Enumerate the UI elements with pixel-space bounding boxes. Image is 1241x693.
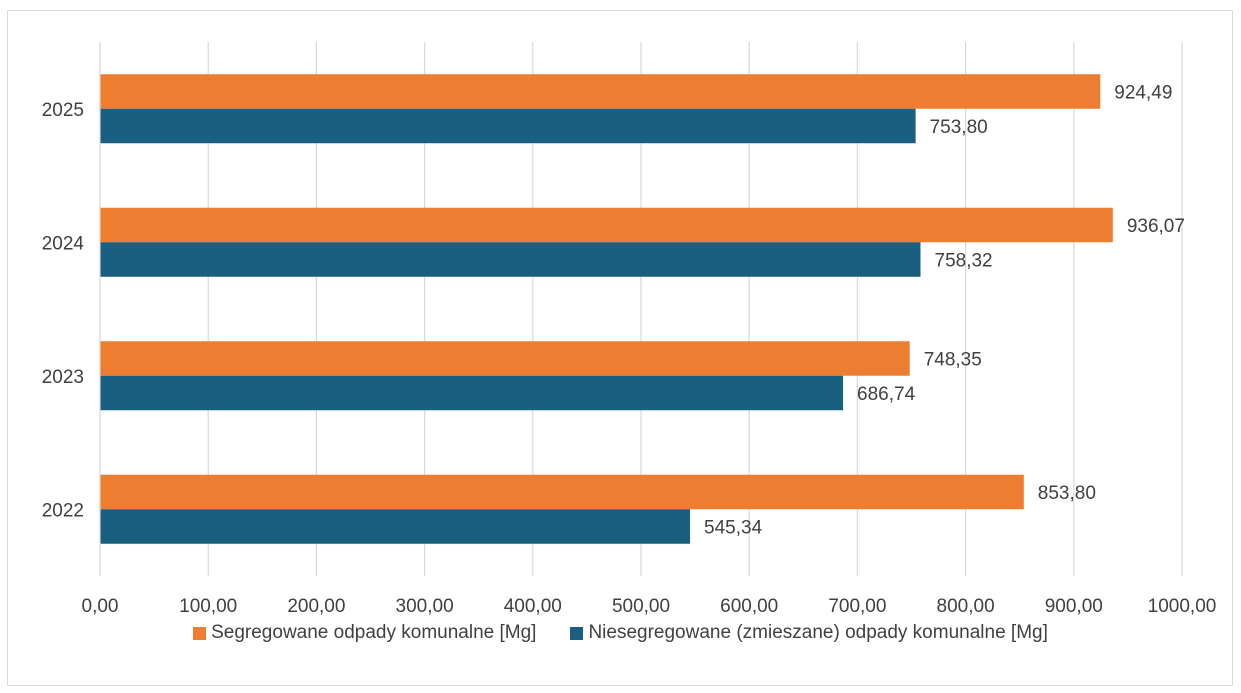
bar-mixed: [100, 375, 844, 411]
bar-mixed: [100, 108, 916, 144]
y-tick-label: 2024: [42, 233, 85, 254]
data-label: 748,35: [924, 350, 982, 371]
data-label: 924,49: [1114, 83, 1172, 104]
y-tick-label: 2025: [42, 100, 84, 121]
bars: [100, 74, 1113, 544]
data-label: 686,74: [857, 384, 916, 405]
x-tick-label: 400,00: [504, 596, 562, 617]
x-tick-label: 0,00: [82, 596, 119, 617]
data-label: 758,32: [935, 251, 993, 272]
y-tick-label: 2023: [42, 367, 84, 388]
data-label: 853,80: [1038, 483, 1096, 504]
bar-mixed: [100, 242, 921, 277]
legend-item-mixed: Niesegregowane (zmieszane) odpady komuna…: [570, 622, 1048, 644]
bar-segregated: [100, 74, 1101, 109]
axes: 0,00 100,00 200,00 300,00 400,00 500,00 600,00…: [42, 42, 1217, 617]
x-tick-label: 100,00: [179, 596, 237, 617]
legend: Segregowane odpady komunalne [Mg] Nieseg…: [0, 622, 1241, 644]
bar-segregated: [100, 474, 1024, 510]
x-tick-label: 600,00: [720, 596, 778, 617]
legend-label-mixed: Niesegregowane (zmieszane) odpady komuna…: [588, 622, 1048, 643]
data-labels: 853,80 545,34 748,35 686,74 936,07 758,32 924,…: [704, 83, 1185, 539]
x-tick-label: 700,00: [828, 596, 886, 617]
bar-mixed: [100, 509, 691, 544]
x-tick-label: 200,00: [287, 596, 345, 617]
x-tick-label: 300,00: [396, 596, 454, 617]
data-label: 545,34: [704, 518, 763, 539]
x-tick-label: 800,00: [937, 596, 995, 617]
data-label: 753,80: [930, 117, 988, 138]
bar-segregated: [100, 207, 1113, 243]
x-tick-label: 500,00: [612, 596, 670, 617]
legend-item-segregated: Segregowane odpady komunalne [Mg]: [193, 622, 536, 644]
y-tick-label: 2022: [42, 500, 84, 521]
legend-label-segregated: Segregowane odpady komunalne [Mg]: [211, 622, 537, 643]
data-label: 936,07: [1127, 216, 1185, 237]
x-tick-label: 1000,00: [1148, 596, 1217, 617]
x-tick-label: 900,00: [1045, 596, 1103, 617]
legend-swatch-mixed: [570, 626, 584, 640]
bar-segregated: [100, 341, 910, 376]
legend-swatch-segregated: [193, 626, 207, 640]
